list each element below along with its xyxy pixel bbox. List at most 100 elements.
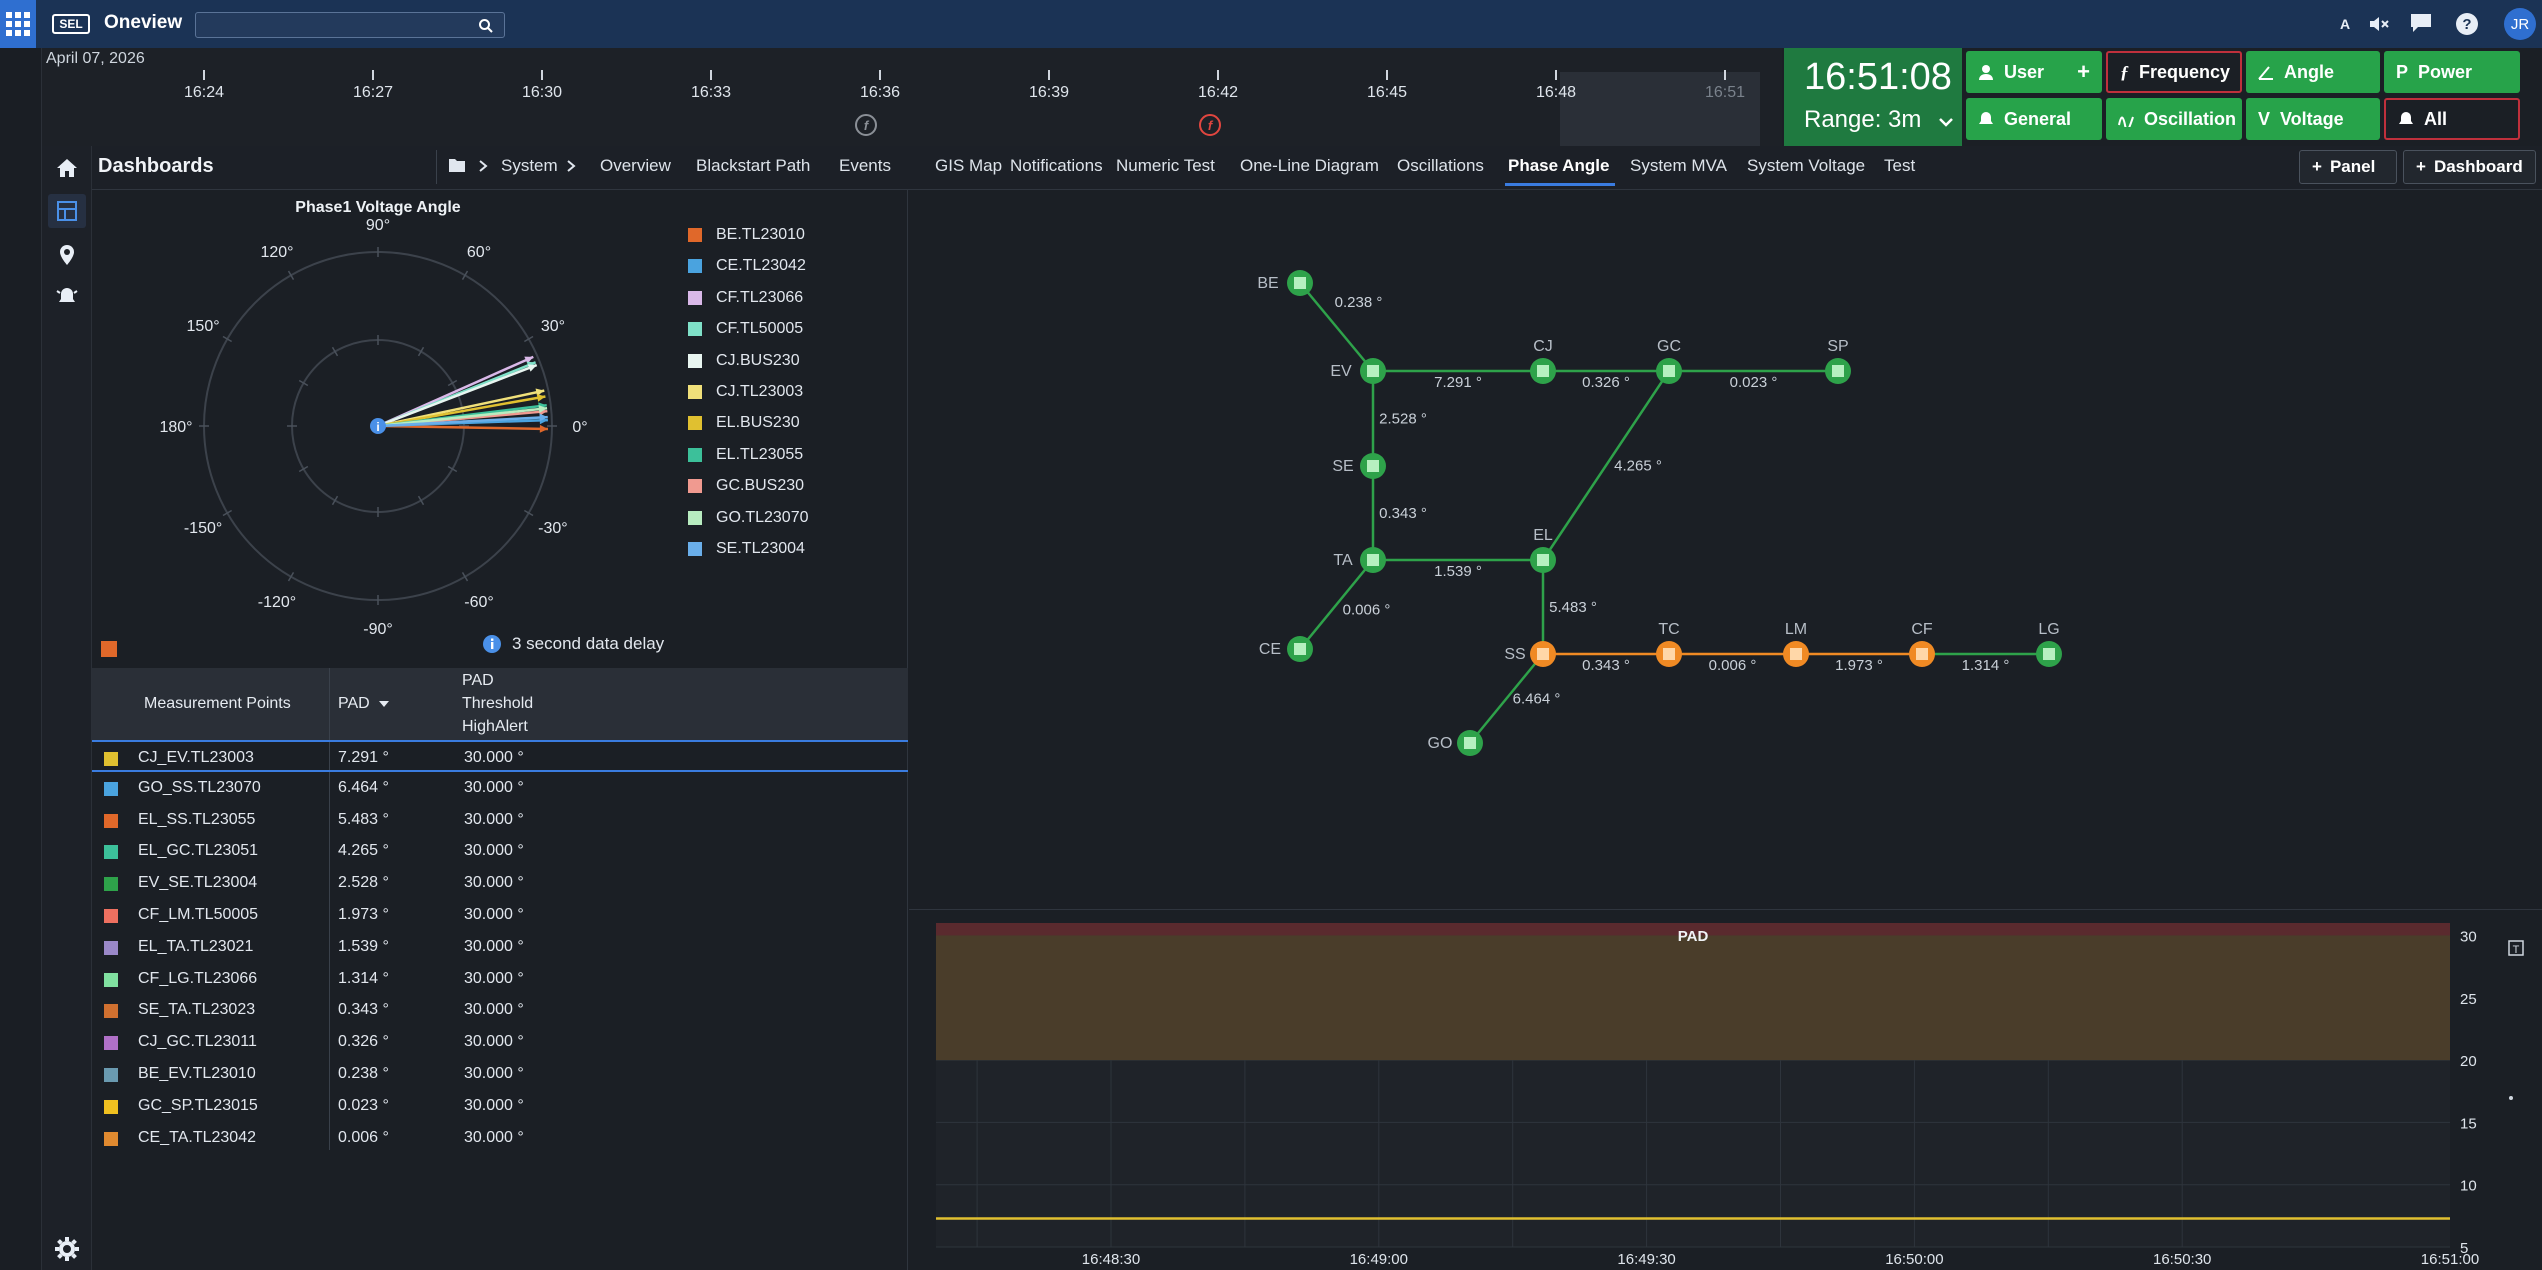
tab-test[interactable]: Test bbox=[1884, 156, 1916, 175]
line-be-ev[interactable] bbox=[1299, 282, 1374, 372]
add-icon[interactable]: + bbox=[2077, 59, 2090, 84]
line-gc-el[interactable] bbox=[1541, 370, 1671, 561]
chart-options-icon[interactable] bbox=[2508, 940, 2524, 956]
bus-node-lm[interactable]: LM bbox=[1783, 621, 1809, 667]
app-launcher-button[interactable] bbox=[0, 0, 36, 48]
legend-item[interactable]: GO.TL23070 bbox=[688, 509, 809, 527]
legend-item[interactable]: EL.TL23055 bbox=[688, 446, 803, 464]
column-header-pad[interactable]: PAD bbox=[338, 695, 370, 712]
bus-node-ss[interactable]: SS bbox=[1504, 641, 1556, 667]
tab-overview[interactable]: Overview bbox=[600, 156, 671, 175]
table-row[interactable]: CJ_GC.TL23011 0.326 ° 30.000 ° bbox=[92, 1026, 908, 1058]
bus-node-ev[interactable]: EV bbox=[1330, 358, 1386, 384]
add-dashboard-button[interactable]: + Dashboard bbox=[2403, 150, 2536, 184]
tab-notifications[interactable]: Notifications bbox=[1010, 156, 1103, 175]
phase-angle-polar-chart[interactable]: Phase1 Voltage Angle 90° 60° 30° 0° -30° -60°… bbox=[92, 190, 688, 660]
bus-node-sp[interactable]: SP bbox=[1825, 338, 1851, 384]
general-filter-button[interactable]: General bbox=[1966, 98, 2102, 140]
range-selector[interactable]: Range: 3m bbox=[1804, 106, 1922, 133]
line-ta-ce[interactable] bbox=[1299, 559, 1374, 650]
bus-node-ta[interactable]: TA bbox=[1333, 547, 1386, 573]
timeline-bar[interactable] bbox=[42, 48, 1782, 146]
frequency-event-marker[interactable]: f bbox=[855, 114, 877, 136]
column-header-threshold-line1[interactable]: PAD bbox=[462, 672, 494, 689]
folder-icon[interactable] bbox=[448, 158, 466, 173]
table-row[interactable]: CE_TA.TL23042 0.006 ° 30.000 ° bbox=[92, 1122, 908, 1154]
help-icon[interactable]: ? bbox=[2456, 13, 2478, 35]
chart-handle-icon[interactable] bbox=[2509, 1096, 2513, 1100]
legend-item[interactable]: CE.TL23042 bbox=[688, 257, 806, 275]
settings-gear-icon[interactable] bbox=[54, 1236, 80, 1262]
bus-node-cf[interactable]: CF bbox=[1909, 621, 1935, 667]
line-ss-go[interactable] bbox=[1469, 653, 1544, 744]
tab-oscillations[interactable]: Oscillations bbox=[1397, 156, 1484, 175]
legend-item[interactable]: CF.TL50005 bbox=[688, 320, 803, 338]
user-avatar[interactable]: JR bbox=[2504, 8, 2536, 40]
column-header-points[interactable]: Measurement Points bbox=[144, 695, 291, 712]
bus-node-gc[interactable]: GC bbox=[1656, 338, 1682, 384]
legend-item[interactable]: CJ.BUS230 bbox=[688, 352, 800, 370]
frequency-alarm-marker[interactable]: f bbox=[1199, 114, 1221, 136]
table-row[interactable]: GO_SS.TL23070 6.464 ° 30.000 ° bbox=[92, 772, 908, 804]
tab-system-mva[interactable]: System MVA bbox=[1630, 156, 1727, 175]
tab-gis-map[interactable]: GIS Map bbox=[935, 156, 1003, 175]
tab-events[interactable]: Events bbox=[839, 156, 891, 175]
frequency-filter-button[interactable]: ƒ Frequency bbox=[2106, 51, 2242, 93]
all-filter-button[interactable]: All bbox=[2384, 98, 2520, 140]
table-row[interactable]: CF_LM.TL50005 1.973 ° 30.000 ° bbox=[92, 899, 908, 931]
legend-item[interactable]: CF.TL23066 bbox=[688, 289, 803, 307]
tab-blackstart-path[interactable]: Blackstart Path bbox=[696, 156, 811, 175]
table-row[interactable]: GC_SP.TL23015 0.023 ° 30.000 ° bbox=[92, 1090, 908, 1122]
table-row[interactable]: EL_GC.TL23051 4.265 ° 30.000 ° bbox=[92, 835, 908, 867]
map-pin-icon[interactable] bbox=[58, 244, 76, 266]
legend-item[interactable]: CJ.TL23003 bbox=[688, 383, 803, 401]
tab-phase-angle[interactable]: Phase Angle bbox=[1508, 156, 1610, 175]
home-icon[interactable] bbox=[56, 158, 78, 178]
pad-trend-chart[interactable]: PAD 16:48:30 16:49:00 16:49:30 16:50:00 16:5… bbox=[909, 911, 2542, 1270]
dashboards-nav-item[interactable] bbox=[48, 194, 86, 228]
bus-node-el[interactable]: EL bbox=[1530, 527, 1556, 573]
add-panel-button[interactable]: + Panel bbox=[2299, 150, 2397, 184]
sort-desc-icon[interactable] bbox=[378, 700, 390, 708]
power-filter-button[interactable]: P Power bbox=[2384, 51, 2520, 93]
chevron-down-icon[interactable] bbox=[1938, 116, 1954, 128]
bus-node-ce[interactable]: CE bbox=[1259, 636, 1313, 662]
text-size-icon[interactable]: A bbox=[2340, 16, 2351, 32]
table-row[interactable]: SE_TA.TL23023 0.343 ° 30.000 ° bbox=[92, 994, 908, 1026]
angle-filter-button[interactable]: Angle bbox=[2246, 51, 2380, 93]
legend-item[interactable]: EL.BUS230 bbox=[688, 414, 800, 432]
bus-node-cj[interactable]: CJ bbox=[1530, 338, 1556, 384]
legend-color-swatch[interactable] bbox=[101, 641, 117, 657]
bus-node-be[interactable]: BE bbox=[1257, 270, 1313, 296]
bus-node-lg[interactable]: LG bbox=[2036, 621, 2062, 667]
legend-item[interactable]: GC.BUS230 bbox=[688, 477, 804, 495]
breadcrumb-system[interactable]: System bbox=[501, 156, 558, 175]
mute-icon[interactable] bbox=[2368, 15, 2390, 33]
bus-node-tc[interactable]: TC bbox=[1656, 621, 1682, 667]
table-row[interactable]: BE_EV.TL23010 0.238 ° 30.000 ° bbox=[92, 1058, 908, 1090]
chat-icon[interactable] bbox=[2410, 13, 2432, 33]
bus-node-go[interactable]: GO bbox=[1428, 730, 1483, 756]
voltage-filter-button[interactable]: V Voltage bbox=[2246, 98, 2380, 140]
table-row[interactable]: EL_SS.TL23055 5.483 ° 30.000 ° bbox=[92, 804, 908, 836]
column-header-threshold-line3[interactable]: HighAlert bbox=[462, 718, 528, 735]
alarm-bell-icon[interactable] bbox=[56, 286, 78, 306]
tab-system-voltage[interactable]: System Voltage bbox=[1747, 156, 1866, 175]
user-filter-button[interactable]: User + bbox=[1966, 51, 2102, 93]
table-row[interactable]: EL_TA.TL23021 1.539 ° 30.000 ° bbox=[92, 931, 908, 963]
cell-threshold: 30.000 ° bbox=[464, 1065, 524, 1082]
oscillation-filter-button[interactable]: Oscillation bbox=[2106, 98, 2242, 140]
table-row[interactable]: CJ_EV.TL23003 7.291 ° 30.000 ° bbox=[92, 740, 908, 772]
one-line-diagram[interactable]: 0.238 ° 7.291 ° 0.326 ° 0.023 ° 2.528 ° 4.265… bbox=[909, 190, 2542, 910]
polar-info-icon[interactable] bbox=[370, 418, 386, 434]
legend-item[interactable]: BE.TL23010 bbox=[688, 226, 805, 244]
legend-item[interactable]: SE.TL23004 bbox=[688, 540, 805, 558]
search-input[interactable] bbox=[195, 12, 505, 38]
tab-one-line-diagram[interactable]: One-Line Diagram bbox=[1240, 156, 1379, 175]
table-row[interactable]: EV_SE.TL23004 2.528 ° 30.000 ° bbox=[92, 867, 908, 899]
tab-numeric-test[interactable]: Numeric Test bbox=[1116, 156, 1215, 175]
timeline-selected-range[interactable] bbox=[1560, 72, 1760, 146]
table-row[interactable]: CF_LG.TL23066 1.314 ° 30.000 ° bbox=[92, 963, 908, 995]
bus-node-se[interactable]: SE bbox=[1332, 453, 1386, 479]
column-header-threshold-line2[interactable]: Threshold bbox=[462, 695, 534, 712]
